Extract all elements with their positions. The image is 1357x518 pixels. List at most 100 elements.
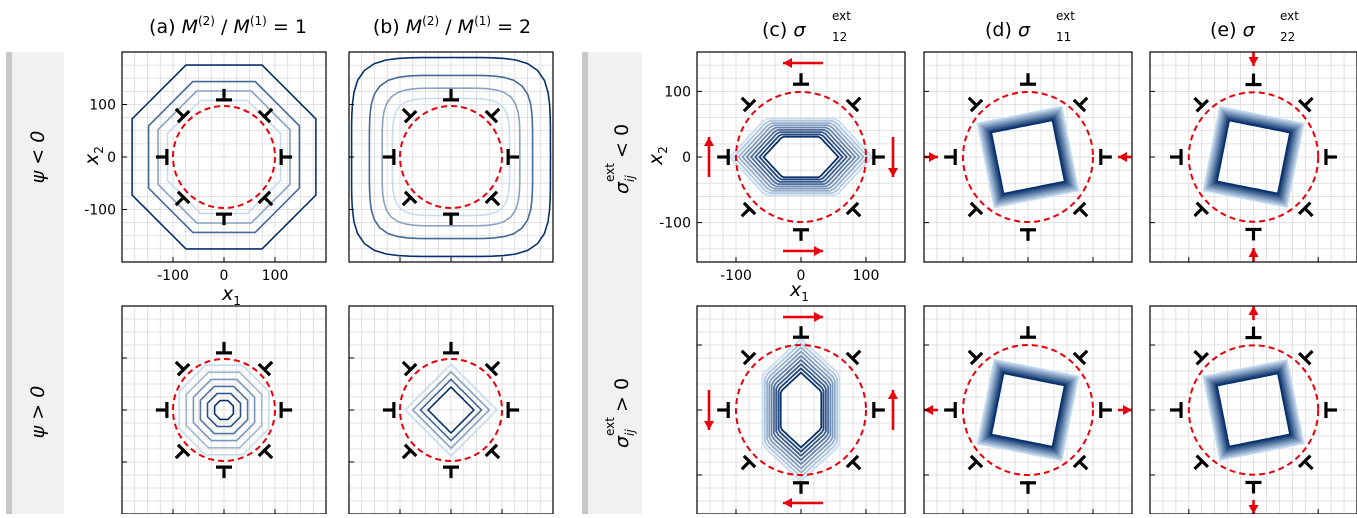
- dislocation-symbol: [216, 88, 232, 102]
- dislocation-symbol: [401, 443, 418, 460]
- contour-line: [976, 105, 1080, 209]
- dislocation-symbol: [944, 149, 957, 165]
- contour-line: [980, 109, 1076, 205]
- contour-line: [988, 370, 1068, 450]
- contour-line: [749, 128, 853, 186]
- dislocation-symbol: [1020, 326, 1036, 339]
- dislocation-stem: [490, 449, 501, 460]
- contour-line: [976, 358, 1080, 462]
- dislocation-stem: [1193, 349, 1204, 360]
- load-arrow-right: [888, 137, 898, 177]
- dislocation-symbol: [1297, 96, 1314, 113]
- xlabel-right: x1: [789, 279, 809, 304]
- tick-label-x: 0: [797, 268, 806, 284]
- dislocation-symbol: [872, 402, 885, 418]
- ylabel-right: x2: [645, 146, 670, 166]
- panel-b-top: [348, 51, 554, 263]
- dislocation-stem: [1078, 460, 1089, 471]
- dislocation-stem: [851, 96, 862, 107]
- dislocation-symbol: [717, 149, 730, 165]
- contour-line: [770, 354, 832, 466]
- dislocation-symbol: [845, 201, 862, 218]
- load-arrow-top: [1248, 306, 1259, 320]
- load-arrow-top: [783, 312, 823, 322]
- contour-line: [1205, 362, 1302, 458]
- contour-line: [1215, 372, 1292, 448]
- dislocation-stem: [401, 449, 412, 460]
- contour-line: [981, 363, 1075, 457]
- contour-line: [762, 135, 840, 179]
- dislocation-stem: [967, 96, 978, 107]
- dislocation-symbol: [174, 107, 191, 124]
- dislocation-stem: [490, 196, 501, 207]
- dislocation-symbol: [1245, 73, 1262, 87]
- dislocation-symbol: [216, 212, 232, 226]
- dislocation-symbol: [174, 360, 191, 377]
- dislocation-ring: [962, 91, 1094, 223]
- load-arrow-head: [704, 137, 714, 146]
- contour-line: [978, 107, 1078, 207]
- panel-e-bottom: [1149, 305, 1357, 515]
- dislocation-stem: [1193, 96, 1204, 107]
- panels-layer: -100 -100 0 0 100 100 -100 -100 0 0 100 100: [84, 51, 1357, 515]
- panel-d-bottom: [923, 305, 1133, 515]
- dislocation-stem: [1078, 207, 1089, 218]
- contour-line: [1202, 105, 1305, 209]
- dislocation-symbol: [1099, 149, 1112, 165]
- dislocation-stem: [263, 360, 274, 371]
- contour-line: [411, 370, 491, 450]
- load-arrow-top: [1248, 52, 1259, 66]
- contour-line: [206, 392, 242, 428]
- panel-a-bottom: [121, 305, 327, 515]
- dislocation-symbol: [257, 443, 274, 460]
- contour-line: [983, 112, 1073, 202]
- svg-text:ij: ij: [623, 429, 637, 436]
- contour-line: [988, 117, 1068, 197]
- dislocation-symbol: [1324, 149, 1337, 165]
- svg-text:ij: ij: [623, 175, 637, 182]
- dislocation-symbol: [793, 326, 809, 339]
- dislocation-stem: [174, 360, 185, 371]
- dislocation-symbol: [382, 149, 396, 165]
- load-arrow-head: [1123, 405, 1132, 415]
- dislocation-symbol: [506, 402, 520, 418]
- dislocation-symbol: [155, 149, 169, 165]
- contour-line: [737, 122, 865, 192]
- title-c: (c) σ 12 ext: [762, 9, 851, 44]
- load-arrow-head: [783, 498, 792, 508]
- tick-label-x: 100: [262, 268, 289, 284]
- load-arrow-left: [704, 390, 714, 430]
- dislocation-symbol: [382, 402, 396, 418]
- dislocation-symbol: [1020, 73, 1036, 86]
- row-label-sigma-pos: σ ij ext > 0: [603, 378, 637, 448]
- row-label-psi-neg: ψ < 0: [27, 131, 49, 184]
- dislocation-stem: [967, 349, 978, 360]
- dislocation-ring: [399, 358, 503, 462]
- dislocation-symbol: [506, 149, 520, 165]
- contour-line: [1210, 114, 1297, 200]
- dislocation-symbol: [1297, 454, 1314, 471]
- tick-label-y: -100: [84, 203, 116, 219]
- svg-text:σ: σ: [611, 181, 633, 194]
- title-b: (b) M(2) / M(1) = 2: [373, 14, 531, 38]
- dislocation-symbol: [740, 349, 757, 366]
- contour-line: [990, 119, 1066, 195]
- dislocation-glide: [176, 190, 191, 205]
- dislocation-symbol: [793, 481, 809, 494]
- dislocation-glide: [484, 362, 499, 377]
- tick-label-x: -100: [720, 268, 752, 284]
- panel-c-bottom: [696, 305, 906, 515]
- dislocation-symbol: [1020, 481, 1036, 494]
- dislocation-symbol: [944, 402, 957, 418]
- dislocation-symbol: [257, 190, 274, 207]
- contour-line: [1214, 370, 1293, 450]
- contour-line: [990, 372, 1066, 448]
- load-arrow-right: [1118, 405, 1132, 415]
- contour-line: [368, 74, 534, 240]
- dislocation-stem: [1303, 349, 1314, 360]
- xlabel-left: x1: [221, 283, 241, 308]
- contour-line: [147, 80, 301, 234]
- svg-text:(e) σ: (e) σ: [1210, 19, 1256, 41]
- grid: [122, 52, 326, 262]
- load-arrow-head: [1248, 306, 1259, 315]
